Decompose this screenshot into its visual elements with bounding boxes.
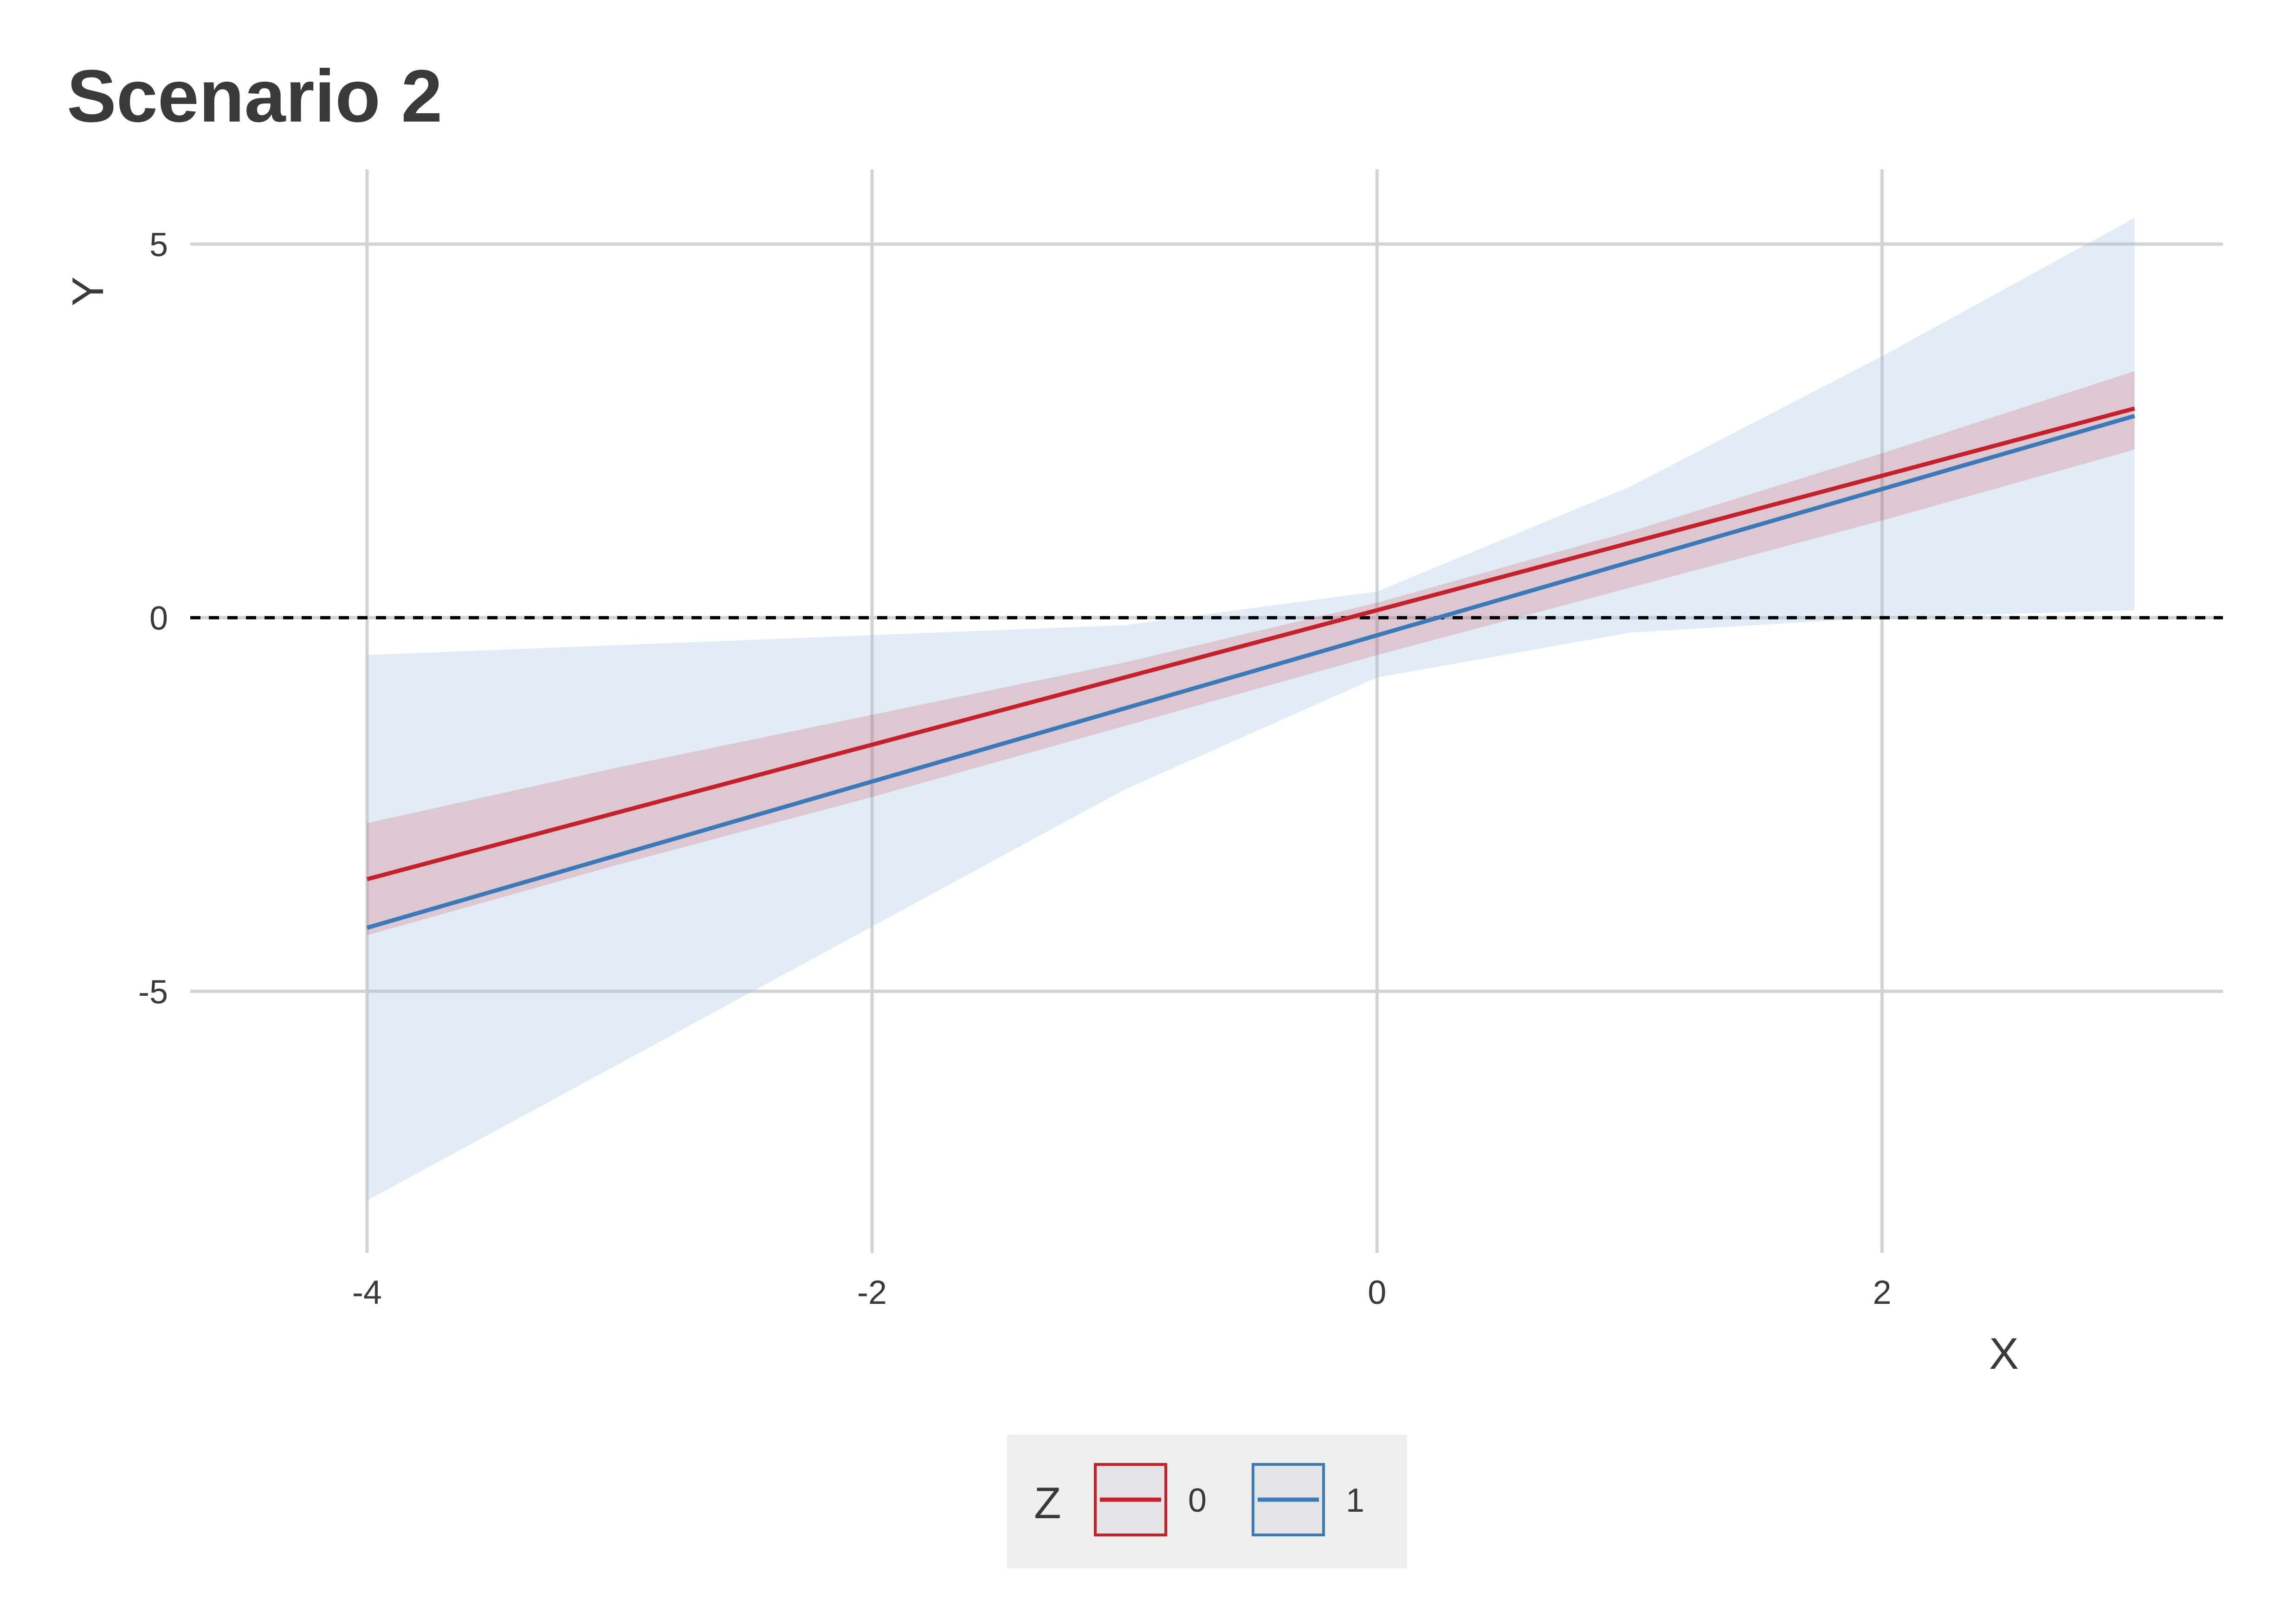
legend-title: Z — [1034, 1478, 1061, 1528]
legend-background — [1007, 1435, 1407, 1568]
series-line-z0 — [366, 406, 2135, 882]
series-lines — [366, 406, 2135, 930]
x-axis-ticks: -4 -2 0 2 — [352, 1274, 1892, 1311]
y-tick-label: 0 — [149, 600, 168, 637]
y-axis-ticks: -5 0 5 — [138, 226, 168, 1011]
legend-label: 1 — [1346, 1482, 1364, 1519]
chart-title: Scenario 2 — [67, 54, 442, 137]
confidence-band-z0 — [367, 371, 2135, 935]
y-tick-label: 5 — [149, 226, 168, 264]
confidence-bands — [367, 218, 2135, 1201]
confidence-band-z1 — [367, 218, 2135, 1201]
series-line-z1 — [366, 414, 2135, 930]
x-tick-label: 2 — [1873, 1274, 1891, 1311]
x-tick-label: -2 — [857, 1274, 887, 1311]
y-tick-label: -5 — [138, 973, 168, 1011]
legend-item-z0: 0 — [1094, 1463, 1207, 1536]
y-axis-title: Y — [63, 277, 113, 306]
legend-item-z1: 1 — [1252, 1463, 1364, 1536]
x-axis-title: X — [1989, 1329, 2019, 1379]
legend-label: 0 — [1188, 1482, 1207, 1519]
x-tick-label: 0 — [1368, 1274, 1386, 1311]
x-tick-label: -4 — [352, 1274, 382, 1311]
